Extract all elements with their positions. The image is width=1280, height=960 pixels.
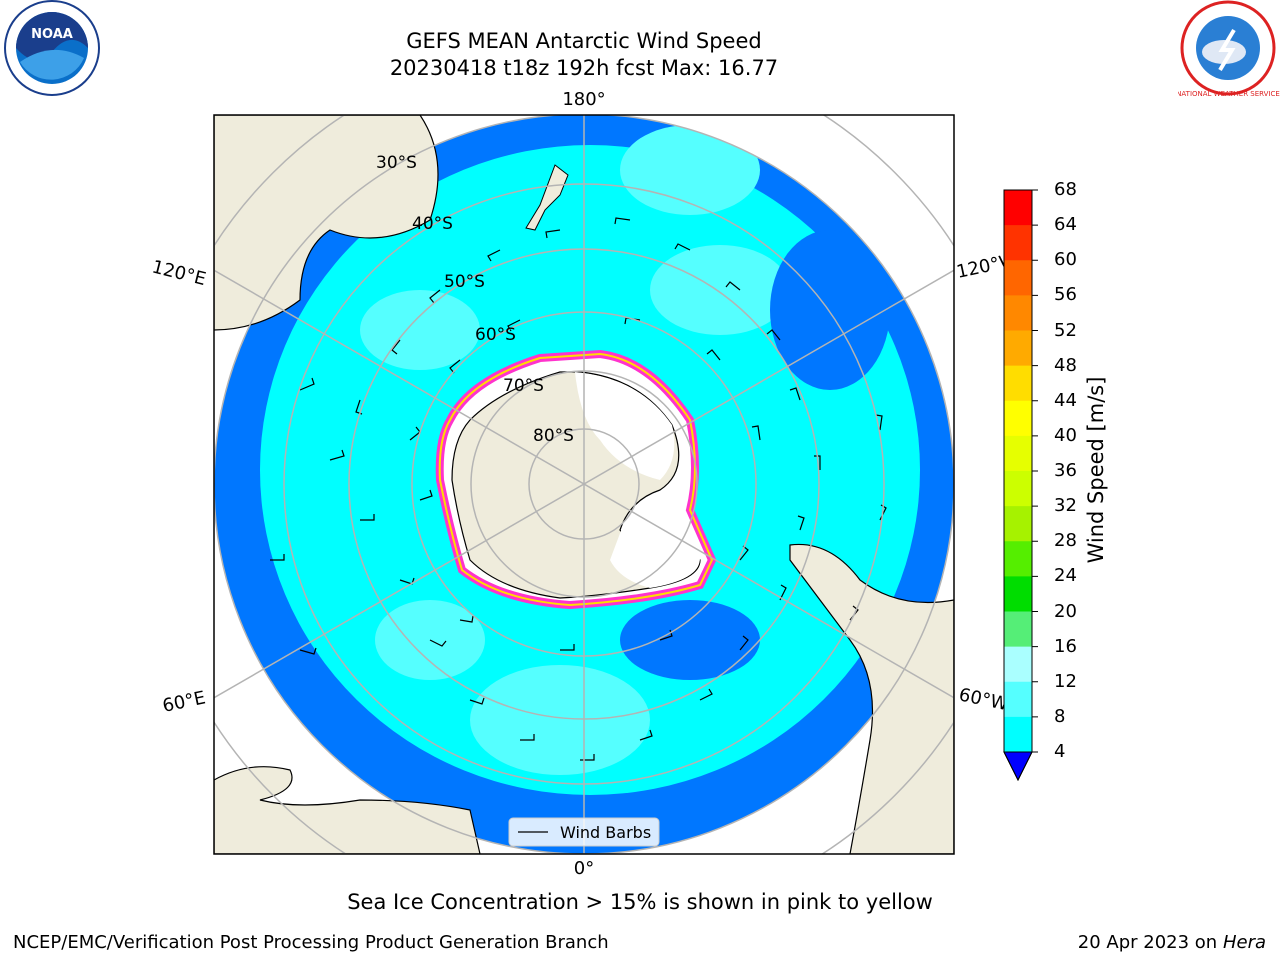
lat-label-70s: 70°S bbox=[503, 376, 544, 396]
lat-label-60s: 60°S bbox=[475, 325, 516, 345]
colorbar-tick-label: 44 bbox=[1054, 389, 1077, 411]
colorbar-segment bbox=[1004, 400, 1032, 437]
colorbar-segment bbox=[1004, 260, 1032, 296]
colorbar bbox=[1003, 189, 1038, 782]
colorbar-tick-label: 8 bbox=[1054, 705, 1066, 727]
colorbar-frame bbox=[1003, 189, 1033, 782]
colorbar-segment bbox=[1004, 295, 1032, 331]
colorbar-segment bbox=[1004, 435, 1032, 472]
nws-logo-text: NATIONAL WEATHER SERVICE bbox=[1178, 90, 1280, 98]
colorbar-segment bbox=[1004, 681, 1032, 718]
colorbar-tick-label: 4 bbox=[1054, 741, 1066, 762]
lat-label-80s: 80°S bbox=[533, 426, 574, 446]
colorbar-tick-label: 68 bbox=[1054, 179, 1077, 200]
colorbar-tick-label: 52 bbox=[1054, 319, 1077, 341]
map-subtitle: 20230418 t18z 192h fcst Max: 16.77 bbox=[389, 56, 779, 80]
colorbar-segment bbox=[1004, 365, 1032, 402]
colorbar-tick-label: 56 bbox=[1054, 284, 1077, 306]
colorbar-segment bbox=[1004, 225, 1032, 261]
colorbar-tick-label: 32 bbox=[1054, 495, 1077, 517]
colorbar-tick-label: 28 bbox=[1054, 530, 1077, 552]
colorbar-segment bbox=[1004, 716, 1032, 753]
lat-label-50s: 50°S bbox=[444, 272, 485, 292]
colorbar-segment bbox=[1004, 541, 1032, 577]
map-title: GEFS MEAN Antarctic Wind Speed bbox=[406, 29, 762, 53]
new-zealand-land bbox=[525, 164, 569, 231]
legend-label: Wind Barbs bbox=[560, 823, 651, 842]
legend-box: Wind Barbs bbox=[508, 817, 660, 847]
colorbar-segment bbox=[1004, 330, 1032, 367]
weddell-ice-shelf bbox=[610, 520, 700, 588]
colorbar-tick-label: 12 bbox=[1054, 670, 1077, 692]
colorbar-tick-label: 16 bbox=[1054, 635, 1077, 657]
colorbar-tick-label: 20 bbox=[1054, 600, 1077, 622]
colorbar-segment bbox=[1004, 646, 1032, 683]
lon-label-120e: 120°E bbox=[150, 256, 208, 290]
footer-date: 20 Apr 2023 on Hera bbox=[1078, 932, 1266, 953]
noaa-logo-text: NOAA bbox=[31, 27, 73, 42]
colorbar-segment bbox=[1004, 190, 1032, 226]
footer-host: Hera bbox=[1222, 932, 1266, 953]
lon-label-60e: 60°E bbox=[161, 687, 208, 717]
colorbar-under-arrow bbox=[1003, 751, 1033, 782]
footer-date-text: 20 Apr 2023 on bbox=[1077, 932, 1223, 953]
colorbar-segment bbox=[1004, 611, 1032, 648]
nws-logo: NATIONAL WEATHER SERVICE bbox=[1178, 0, 1280, 98]
colorbar-tick-label: 64 bbox=[1054, 214, 1077, 236]
colorbar-segment bbox=[1004, 576, 1032, 612]
lon-label-60w: 60°W bbox=[957, 684, 1010, 715]
colorbar-tick-label: 60 bbox=[1054, 249, 1077, 271]
lon-label-0: 0° bbox=[574, 858, 594, 879]
footer-branch: NCEP/EMC/Verification Post Processing Pr… bbox=[13, 932, 609, 953]
colorbar-label: Wind Speed [m/s] bbox=[1084, 376, 1108, 564]
colorbar-tick-label: 36 bbox=[1054, 460, 1077, 481]
ross-ice-shelf bbox=[575, 372, 675, 480]
colorbar-segment bbox=[1004, 471, 1032, 507]
noaa-logo: NOAA bbox=[4, 0, 100, 96]
colorbar-tick-label: 24 bbox=[1054, 565, 1077, 587]
colorbar-segment bbox=[1004, 506, 1032, 542]
sea-ice-note: Sea Ice Concentration > 15% is shown in … bbox=[347, 890, 933, 914]
lat-label-40s: 40°S bbox=[412, 214, 453, 234]
lat-label-30s: 30°S bbox=[376, 153, 417, 173]
lon-label-180: 180° bbox=[562, 89, 605, 110]
colorbar-tick-label: 48 bbox=[1054, 354, 1077, 376]
colorbar-tick-label: 40 bbox=[1054, 424, 1077, 446]
